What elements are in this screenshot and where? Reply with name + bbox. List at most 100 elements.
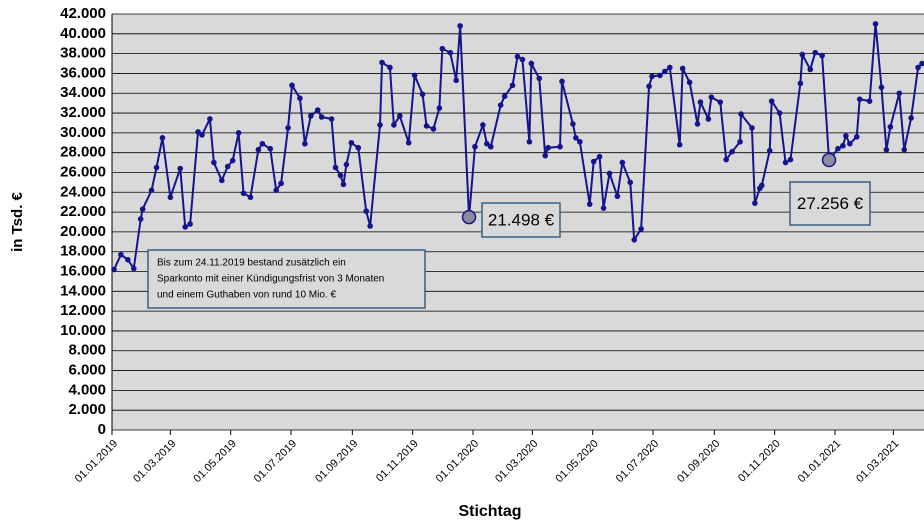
point: [419, 91, 426, 98]
point: [457, 23, 463, 29]
point: [177, 165, 184, 172]
point: [439, 45, 446, 52]
x-tick-label: 01.01.2019: [73, 438, 120, 485]
point: [807, 66, 814, 73]
point: [614, 193, 621, 200]
point: [259, 140, 266, 147]
point: [812, 49, 819, 56]
y-tick-label: 42.000: [60, 5, 106, 22]
y-tick-label: 20.000: [60, 223, 106, 240]
point: [729, 148, 735, 155]
point: [229, 157, 236, 164]
x-tick-label: 01.07.2019: [252, 438, 299, 485]
point: [207, 116, 213, 122]
point: [646, 83, 652, 90]
y-axis-title: in Tsd. €: [9, 191, 26, 251]
y-tick-label: 40.000: [60, 25, 106, 42]
y-tick-label: 24.000: [60, 183, 106, 200]
point: [125, 256, 131, 263]
y-tick-label: 12.000: [60, 302, 106, 319]
y-tick-label: 8.000: [68, 342, 106, 359]
point: [423, 123, 430, 129]
point: [285, 125, 291, 131]
point: [638, 226, 644, 232]
point: [367, 223, 373, 229]
point: [738, 111, 744, 117]
point: [536, 75, 543, 82]
point: [915, 64, 921, 71]
point: [337, 172, 344, 179]
point: [835, 145, 841, 152]
point: [662, 68, 668, 75]
point: [776, 110, 783, 116]
point: [717, 99, 724, 105]
point: [752, 200, 758, 206]
x-tick-label: 01.09.2019: [313, 438, 360, 485]
point: [667, 64, 673, 71]
note-line: Sparkonto mit einer Kündigungsfrist von …: [157, 274, 384, 285]
x-tick-label: 01.05.2019: [191, 438, 238, 485]
point: [766, 147, 773, 154]
point: [787, 156, 794, 163]
y-tick-label: 22.000: [60, 203, 106, 220]
point: [130, 265, 137, 272]
x-tick-label: 01.11.2020: [736, 438, 783, 485]
point: [631, 237, 638, 243]
point: [866, 98, 873, 104]
annotation-box: [481, 202, 561, 238]
y-tick-label: 18.000: [60, 243, 106, 260]
point: [343, 161, 350, 168]
point: [247, 194, 254, 201]
x-tick-label: 01.07.2020: [614, 438, 661, 485]
note-line: und einem Guthaben von rund 10 Mio. €: [157, 290, 336, 301]
point: [705, 116, 712, 122]
point: [819, 52, 825, 59]
point: [240, 190, 247, 197]
point: [363, 208, 369, 214]
y-tick-label: 0: [98, 421, 106, 438]
point: [657, 72, 663, 79]
point: [768, 98, 775, 104]
point: [679, 65, 686, 72]
point: [596, 153, 603, 160]
y-tick-label: 36.000: [60, 64, 106, 81]
note-box: [147, 249, 426, 309]
point: [619, 159, 626, 166]
point: [519, 56, 526, 63]
point: [195, 129, 201, 135]
point: [387, 64, 393, 71]
point: [573, 135, 579, 141]
point: [348, 139, 355, 146]
point: [472, 143, 478, 150]
y-tick-label: 34.000: [60, 84, 106, 101]
point: [405, 139, 412, 146]
point: [497, 102, 504, 108]
x-tick-label: 01.03.2020: [493, 438, 540, 485]
point: [749, 125, 755, 131]
annotation-label: 21.498 €: [488, 210, 555, 229]
point: [318, 114, 325, 120]
point: [737, 138, 743, 145]
y-tick-label: 4.000: [68, 381, 106, 398]
point: [480, 122, 486, 128]
point: [267, 145, 274, 152]
point: [328, 116, 335, 122]
point: [542, 152, 548, 159]
point: [182, 224, 188, 230]
y-tick-label: 10.000: [60, 322, 106, 339]
point: [758, 182, 765, 189]
point: [559, 78, 565, 85]
point: [379, 59, 385, 66]
point: [153, 164, 160, 171]
point: [199, 132, 205, 138]
point: [586, 201, 593, 207]
point: [278, 180, 284, 187]
point: [355, 144, 362, 151]
point: [307, 113, 314, 119]
point: [509, 82, 516, 89]
point: [723, 156, 729, 163]
point: [430, 126, 437, 132]
point: [782, 159, 789, 166]
